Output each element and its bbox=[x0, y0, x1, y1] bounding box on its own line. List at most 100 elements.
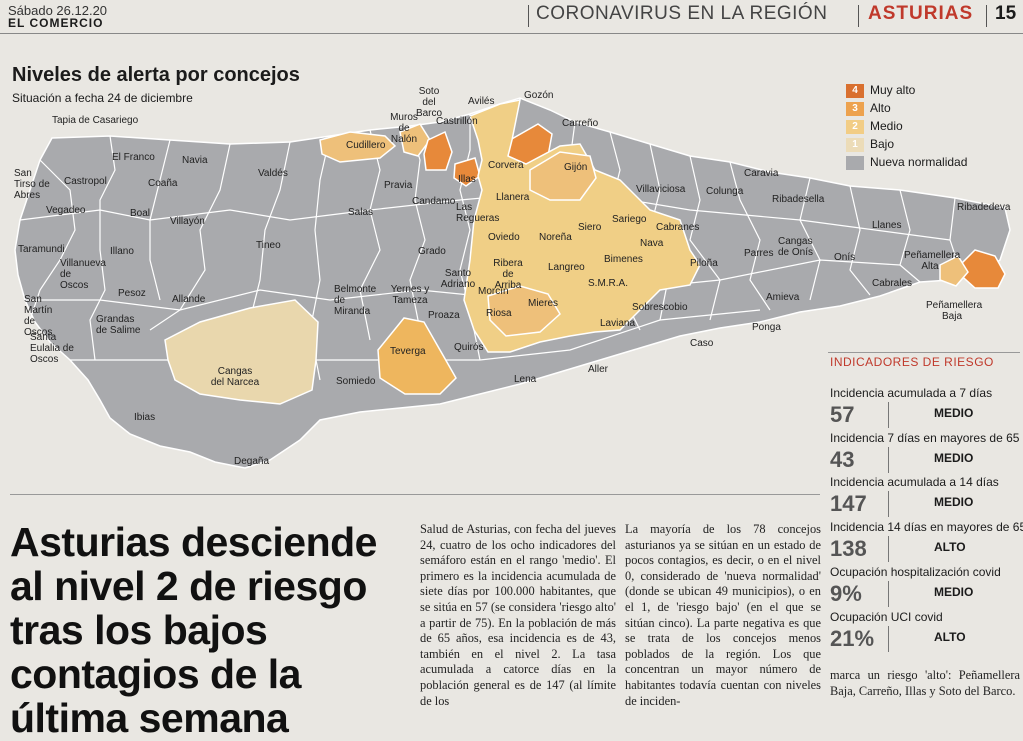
indicator-label: Incidencia 7 días en mayores de 65 bbox=[830, 431, 1020, 445]
map-label: Mieres bbox=[528, 298, 559, 309]
map-label: El Franco bbox=[112, 152, 155, 163]
indicator-divider bbox=[888, 491, 889, 517]
map-label: Llanera bbox=[496, 192, 530, 203]
map-label: Morcín bbox=[478, 286, 509, 297]
region-illas bbox=[453, 157, 481, 187]
map-label: Degaña bbox=[234, 456, 270, 467]
map-label: Ribera de Arriba bbox=[493, 258, 523, 291]
indicator-level: MEDIO bbox=[934, 406, 974, 420]
map-label: Grandas de Salime bbox=[96, 314, 141, 336]
map-label: Castropol bbox=[64, 176, 107, 187]
map-label: Carreño bbox=[562, 118, 599, 129]
map-label: Cabrales bbox=[872, 278, 913, 289]
map-label: Valdés bbox=[258, 168, 288, 179]
indicator-value: 147 bbox=[830, 491, 867, 516]
map-label: Langreo bbox=[548, 262, 585, 273]
indicator-label: Incidencia acumulada a 7 días bbox=[830, 386, 993, 400]
map-label: Somiedo bbox=[336, 376, 376, 387]
map-label: San Tirso de Abres bbox=[14, 168, 50, 201]
map-label: Cangas del Narcea bbox=[210, 366, 260, 388]
map-label: Salas bbox=[348, 207, 374, 218]
map-label: Piloña bbox=[690, 258, 718, 269]
map-label: Quirós bbox=[454, 342, 484, 353]
map-label: Parres bbox=[744, 248, 774, 259]
region-title: ASTURIAS bbox=[868, 3, 974, 24]
map-label: Siero bbox=[578, 222, 602, 233]
indicator-label: Ocupación hospitalización covid bbox=[830, 565, 1001, 579]
map-label: Llanes bbox=[872, 220, 902, 231]
map-label: Colunga bbox=[706, 186, 744, 197]
map-label: Cabranes bbox=[656, 222, 700, 233]
indicator-divider bbox=[888, 536, 889, 562]
article-column: Salud de Asturias, con fecha del jueves … bbox=[420, 522, 616, 708]
header-rule bbox=[0, 33, 1023, 34]
indicator-divider bbox=[888, 402, 889, 428]
indicators-rule bbox=[828, 352, 1020, 353]
map-label: Navia bbox=[182, 155, 208, 166]
indicator-divider bbox=[888, 447, 889, 473]
indicator-level: MEDIO bbox=[934, 495, 974, 509]
indicator-item: Incidencia acumulada a 7 días 57 MEDIO bbox=[830, 386, 1018, 428]
map-label: Tineo bbox=[256, 240, 281, 251]
issue-date: Sábado 26.12.20 bbox=[8, 3, 108, 18]
legend-swatch bbox=[846, 156, 864, 170]
indicator-item: Ocupación UCI covid 21% ALTO bbox=[830, 610, 1018, 652]
region-teverga bbox=[377, 317, 457, 395]
map-label: Las Regueras bbox=[456, 202, 500, 224]
indicator-label: Incidencia 14 días en mayores de 65 bbox=[830, 520, 1023, 534]
map-label: Ribadedeva bbox=[957, 202, 1011, 213]
map-label: Santo Adriano bbox=[440, 268, 476, 290]
map-label: Muros de Nalón bbox=[390, 112, 418, 145]
map-label: Taramundi bbox=[18, 244, 65, 255]
indicator-level: ALTO bbox=[934, 630, 966, 644]
article-headline: Asturias desciende al nivel 2 de riesgo … bbox=[10, 519, 378, 741]
map-label: Ibias bbox=[134, 412, 156, 423]
indicator-label: Incidencia acumulada a 14 días bbox=[830, 475, 999, 489]
indicator-divider bbox=[888, 581, 889, 607]
map-label: Ribadesella bbox=[772, 194, 825, 205]
region-penamellera-alta bbox=[939, 255, 969, 287]
map-label: Coaña bbox=[148, 178, 178, 189]
legend-label: Alto bbox=[870, 101, 891, 115]
map-label: Laviana bbox=[600, 318, 636, 329]
map-label: Illas bbox=[458, 174, 476, 185]
map-label: Gijón bbox=[564, 162, 588, 173]
map-label: San Martín de Oscos bbox=[24, 294, 53, 338]
map-label: Amieva bbox=[766, 292, 800, 303]
map-label: Ponga bbox=[752, 322, 781, 333]
map-subtitle: Situación a fecha 24 de diciembre bbox=[12, 91, 193, 105]
indicator-label: Ocupación UCI covid bbox=[830, 610, 943, 624]
article-column: La mayoría de los 78 concejos asturianos… bbox=[625, 522, 821, 708]
map-label: Allande bbox=[172, 294, 206, 305]
map-label: Yernes y Tameza bbox=[390, 284, 430, 306]
map-title: Niveles de alerta por concejos bbox=[12, 64, 300, 86]
article-rule bbox=[10, 494, 820, 495]
indicator-value: 138 bbox=[830, 536, 867, 561]
region-muros bbox=[399, 123, 431, 157]
region-soto-del-barco bbox=[423, 130, 453, 171]
map-label: Soto del Barco bbox=[415, 86, 443, 119]
map-label: Corvera bbox=[488, 160, 524, 171]
map-label: Villaviciosa bbox=[636, 184, 686, 195]
map-label: Bimenes bbox=[604, 254, 643, 265]
map-label: Vegadeo bbox=[46, 205, 86, 216]
map-label: Sobrescobio bbox=[632, 302, 688, 313]
map-label: Tapia de Casariego bbox=[52, 115, 139, 126]
map-label: Peñamellera Baja bbox=[926, 300, 983, 322]
indicator-level: ALTO bbox=[934, 540, 966, 554]
map-label: Caso bbox=[690, 338, 714, 349]
indicator-value: 9% bbox=[830, 581, 862, 606]
legend-label: Nueva normalidad bbox=[870, 155, 968, 169]
region-gijon bbox=[529, 151, 597, 201]
legend-swatch: 4 bbox=[846, 84, 864, 98]
header-divider bbox=[986, 5, 987, 27]
indicator-item: Incidencia acumulada a 14 días 147 MEDIO bbox=[830, 475, 1018, 517]
map-label: Oviedo bbox=[488, 232, 520, 243]
region-penamellera-baja bbox=[953, 249, 1006, 289]
map-label: Boal bbox=[130, 208, 151, 219]
indicator-level: MEDIO bbox=[934, 451, 974, 465]
map-label: Villayón bbox=[170, 216, 205, 227]
legend-swatch: 3 bbox=[846, 102, 864, 116]
map-label: Grado bbox=[418, 246, 446, 257]
map-label: Candamo bbox=[412, 196, 456, 207]
